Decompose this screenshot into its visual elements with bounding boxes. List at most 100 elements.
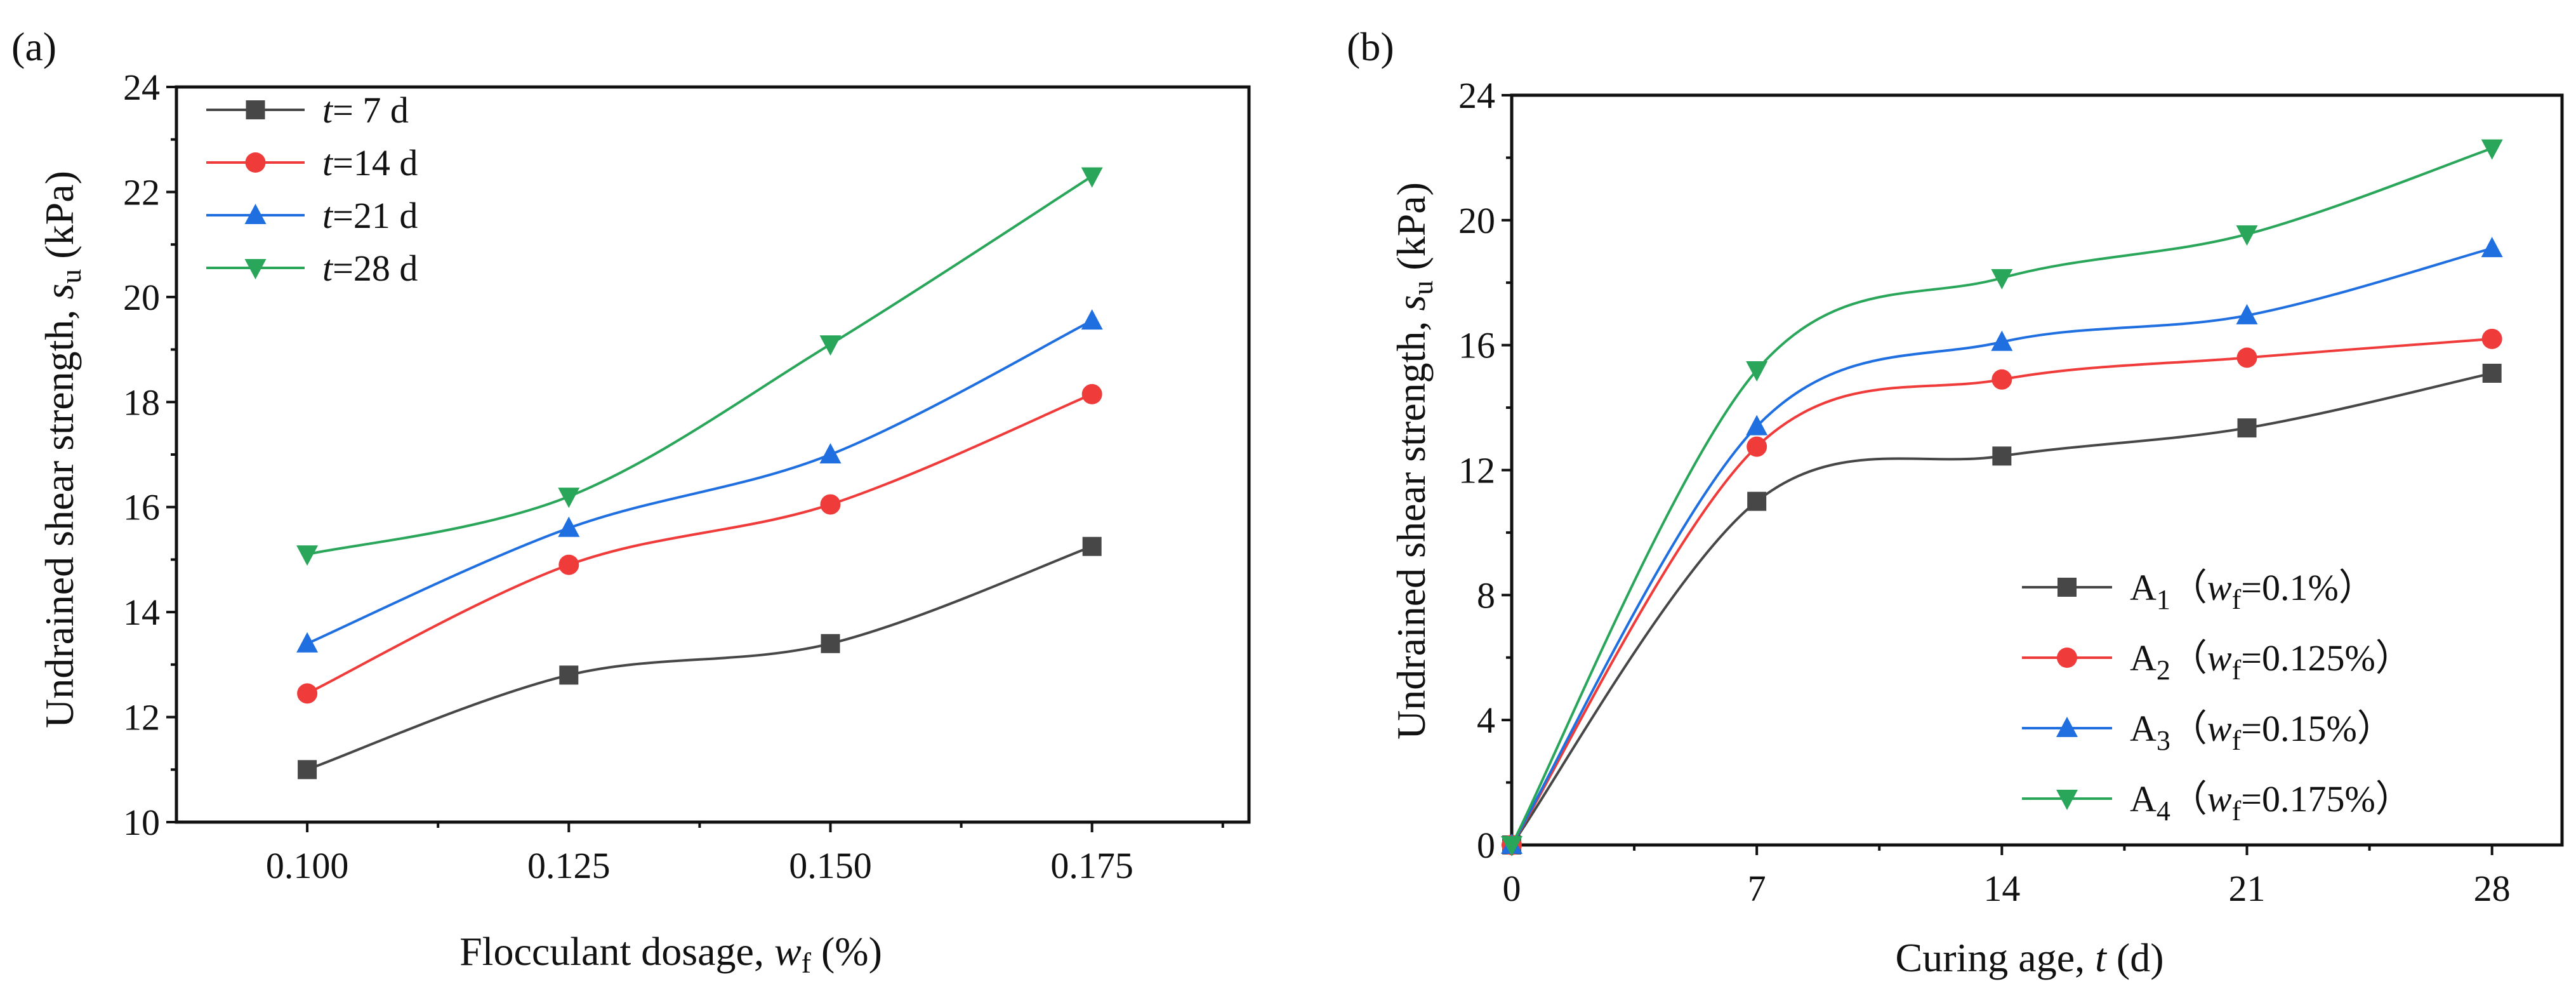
legend-sub: f xyxy=(2232,725,2242,756)
x-axis-title-b: Curing age, t (d) xyxy=(1896,935,2164,980)
legend-label: t=14 d xyxy=(322,142,418,183)
legend-rest: =0.1%） xyxy=(2241,567,2375,608)
panel-label-a: (a) xyxy=(11,24,56,69)
y-tick-label: 10 xyxy=(123,802,160,843)
y-tick-label: 24 xyxy=(123,67,160,108)
series-line-4 xyxy=(307,175,1093,556)
y-tick-label: 24 xyxy=(1458,75,1495,116)
legend-open: （ xyxy=(2170,637,2207,679)
legend-label: A2（wf=0.125%） xyxy=(2130,637,2412,686)
legend-var: w xyxy=(2207,708,2232,749)
legend-var: t xyxy=(322,195,334,236)
legend-label: A4（wf=0.175%） xyxy=(2130,778,2412,827)
legend-var: t xyxy=(322,90,334,131)
data-point-series-3 xyxy=(296,632,319,653)
legend-var: w xyxy=(2207,637,2232,679)
legend-var: t xyxy=(322,142,334,183)
data-point-series-3 xyxy=(1081,309,1103,330)
legend-a: A xyxy=(2130,567,2157,608)
x-tick-label: 0.175 xyxy=(1050,845,1133,886)
y-tick-label: 16 xyxy=(123,487,160,528)
x-tick-label: 0.125 xyxy=(527,845,611,886)
legend-rest: =14 d xyxy=(333,142,418,183)
legend-a: A xyxy=(2130,778,2157,820)
legend-rest: =28 d xyxy=(333,248,418,289)
data-point-series-3 xyxy=(2236,303,2258,324)
y-tick-label: 20 xyxy=(123,277,160,318)
data-point-series-4 xyxy=(1746,361,1768,382)
data-point-series-1 xyxy=(559,665,579,685)
data-point-series-3 xyxy=(1991,330,2013,351)
legend-label: t=21 d xyxy=(322,195,418,236)
data-point-series-4 xyxy=(558,488,580,509)
data-point-series-3 xyxy=(819,443,842,463)
legend-sub: f xyxy=(2232,795,2242,827)
data-point-series-4 xyxy=(1081,167,1103,188)
legend-marker xyxy=(2056,717,2078,737)
data-point-series-4 xyxy=(2236,225,2258,246)
data-point-series-4 xyxy=(1991,269,2013,289)
data-point-series-1 xyxy=(2482,363,2502,383)
data-point-series-1 xyxy=(2237,418,2257,438)
series-line-2 xyxy=(1510,337,2492,846)
series-line-3 xyxy=(307,319,1093,645)
y-tick-label: 8 xyxy=(1477,575,1495,616)
legend-sub: 2 xyxy=(2157,655,2170,686)
legend-var: t xyxy=(322,248,334,289)
legend-label: A1（wf=0.1%） xyxy=(2130,567,2375,615)
x-axis-title-a: Flocculant dosage, wf (%) xyxy=(459,929,882,979)
x-tick-label: 0.100 xyxy=(266,845,349,886)
legend-open: （ xyxy=(2170,778,2207,820)
y-tick-label: 20 xyxy=(1458,200,1495,241)
legend-rest: =0.175%） xyxy=(2241,778,2412,820)
legend-marker xyxy=(2056,790,2078,810)
legend-label: t= 7 d xyxy=(322,90,409,131)
legend-var: w xyxy=(2207,567,2232,608)
panel-label-b: (b) xyxy=(1347,24,1394,69)
data-point-series-1 xyxy=(1992,446,2012,466)
legend-sub: 1 xyxy=(2157,584,2170,615)
x-tick-label: 0 xyxy=(1503,868,1521,909)
legend-a: A xyxy=(2130,708,2157,749)
data-point-series-2 xyxy=(1747,436,1767,457)
y-tick-label: 14 xyxy=(123,592,160,633)
data-point-series-1 xyxy=(1747,491,1767,511)
y-tick-label: 16 xyxy=(1458,325,1495,366)
data-point-series-1 xyxy=(821,634,840,653)
data-point-series-4 xyxy=(296,545,319,566)
legend-sub: 3 xyxy=(2157,725,2170,756)
legend-marker xyxy=(245,152,266,173)
legend-var: w xyxy=(2207,778,2232,820)
series-line-2 xyxy=(307,393,1093,695)
plot-frame xyxy=(1510,93,2564,847)
legend-label: t=28 d xyxy=(322,248,418,289)
x-tick-label: 21 xyxy=(2229,868,2266,909)
data-point-series-2 xyxy=(2481,328,2502,349)
legend-sub: f xyxy=(2232,655,2242,686)
chart-a: (a) Undrained shear strength, su (kPa) F… xyxy=(11,24,1251,979)
legend-rest: = 7 d xyxy=(333,90,409,131)
data-point-series-2 xyxy=(820,494,841,515)
legend-a: A xyxy=(2130,637,2157,679)
data-point-series-3 xyxy=(558,516,580,537)
y-axis-title-b: Undrained shear strength, su (kPa) xyxy=(1389,182,1439,740)
chart-b: (b) Undrained shear strength, su (kPa) C… xyxy=(1347,24,2564,980)
x-tick-label: 14 xyxy=(1983,868,2020,909)
y-tick-label: 22 xyxy=(123,171,160,213)
series-line-4 xyxy=(1510,147,2493,846)
data-point-series-3 xyxy=(1746,415,1768,435)
x-tick-label: 0.150 xyxy=(789,845,872,886)
legend-rest: =21 d xyxy=(333,195,418,236)
legend-open: （ xyxy=(2170,708,2207,749)
data-point-series-2 xyxy=(297,683,318,704)
y-tick-label: 12 xyxy=(123,697,160,738)
legend-open: （ xyxy=(2170,567,2207,608)
legend-a: t= 7 dt=14 dt=21 dt=28 d xyxy=(206,90,418,289)
y-tick-label: 18 xyxy=(123,382,160,423)
y-tick-label: 12 xyxy=(1458,450,1495,491)
legend-marker xyxy=(246,100,265,119)
y-tick-label: 4 xyxy=(1477,700,1495,741)
series-line-1 xyxy=(1510,372,2493,846)
legend-sub: f xyxy=(2232,584,2242,615)
